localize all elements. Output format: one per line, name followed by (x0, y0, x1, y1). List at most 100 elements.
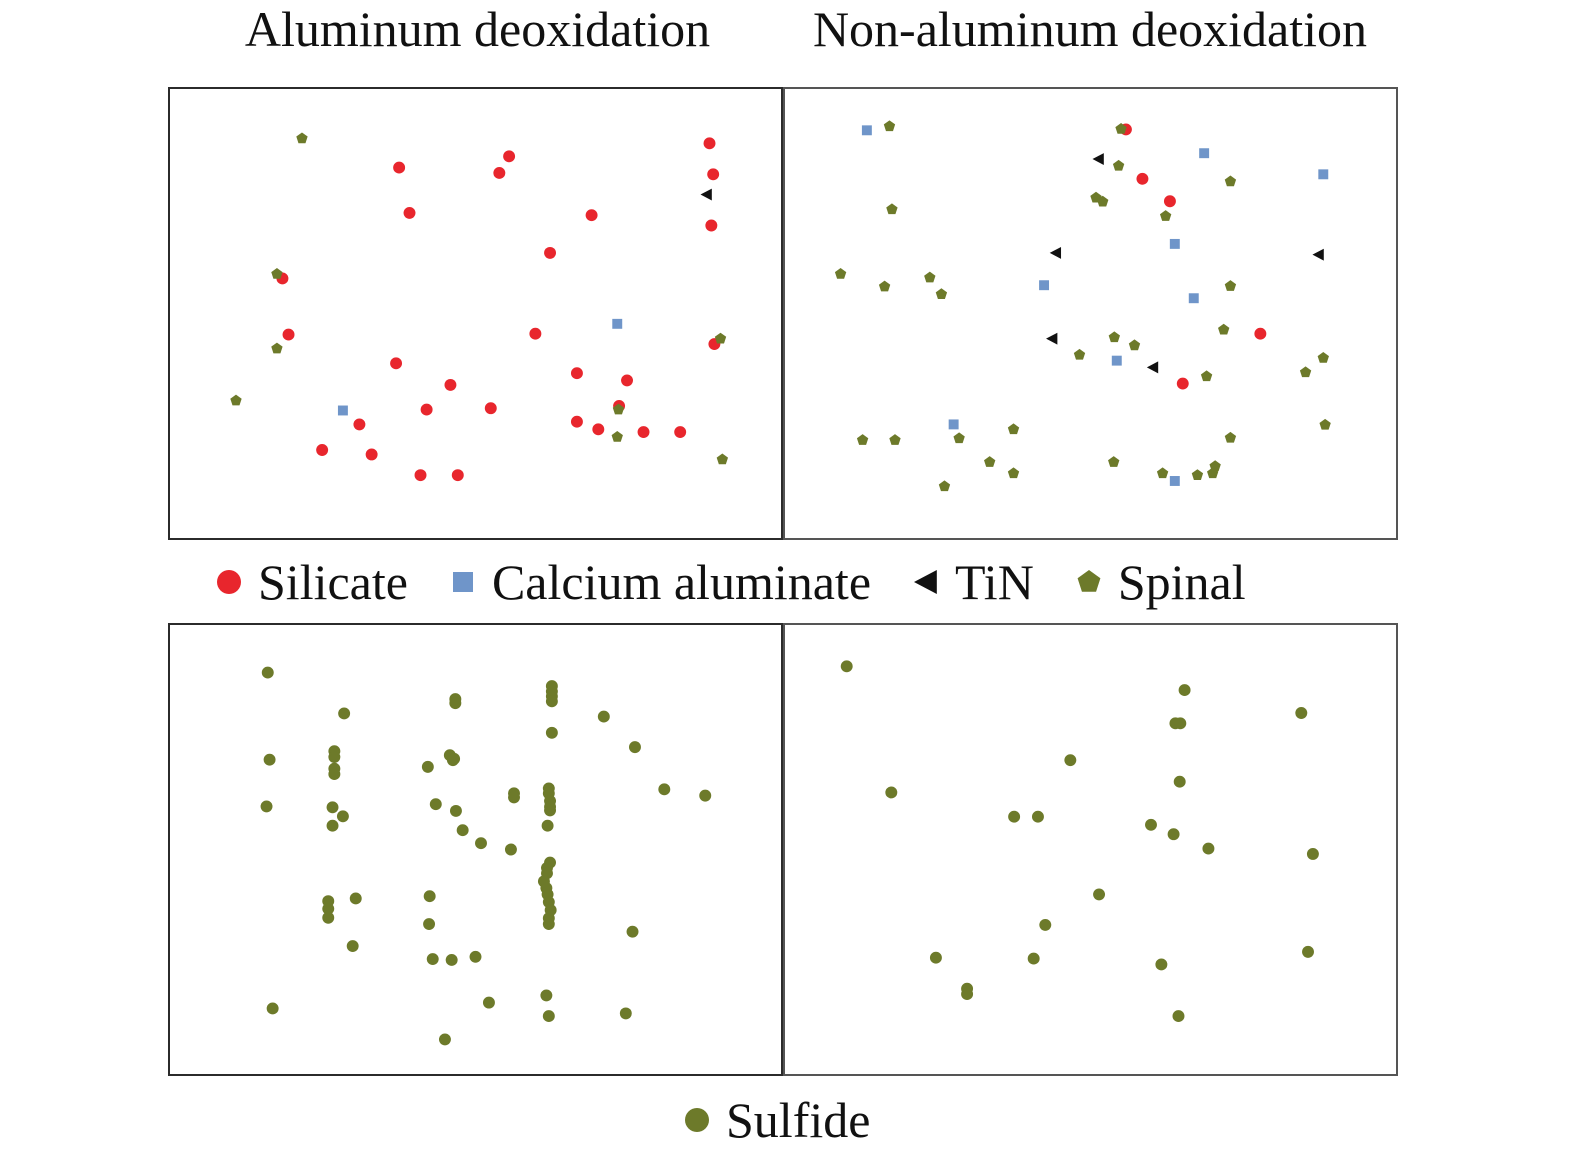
point-silicate (365, 448, 378, 461)
plot-area (230, 132, 729, 482)
point-sulfide (929, 951, 942, 964)
legend-oxides: Silicate Calcium aluminate TiN Spinal (212, 552, 1246, 612)
point-sulfide (423, 890, 436, 903)
point-sulfide (1178, 684, 1191, 697)
point-spinal (1317, 352, 1329, 363)
point-sulfide (346, 940, 359, 952)
point-sulfide (1172, 1010, 1185, 1023)
point-calcium_aluminate (1169, 476, 1180, 486)
point-spinal (1073, 348, 1086, 360)
legend-tin-marker-icon (909, 565, 943, 599)
point-silicate (637, 426, 650, 438)
point-sulfide (1027, 952, 1040, 965)
point-sulfide (456, 824, 469, 837)
point-sulfide (629, 741, 641, 754)
point-calcium_aluminate (1039, 280, 1050, 291)
point-spinal (714, 332, 727, 344)
point-sulfide (469, 950, 482, 963)
point-sulfide (540, 989, 553, 1002)
point-spinal (1224, 431, 1237, 443)
legend-label: TiN (955, 554, 1034, 610)
point-sulfide (885, 786, 898, 799)
point-tin (700, 188, 712, 201)
scatter-panel-aluminum-sulfides (168, 623, 783, 1076)
plot-area (834, 120, 1331, 492)
point-sulfide (326, 801, 339, 814)
point-silicate (592, 423, 605, 436)
point-calcium_aluminate (1169, 238, 1180, 249)
point-sulfide (1173, 775, 1186, 788)
point-sulfide (1306, 848, 1319, 860)
point-tin (1046, 332, 1058, 345)
point-sulfide (699, 789, 712, 802)
point-sulfide (336, 810, 349, 823)
point-silicate (420, 403, 433, 416)
point-calcium_aluminate (337, 405, 348, 416)
point-calcium_aluminate (861, 125, 872, 136)
point-sulfide (263, 753, 276, 766)
column-title-non-aluminum: Non-aluminum deoxidation (812, 1, 1368, 57)
point-sulfide (545, 695, 558, 708)
point-spinal (230, 394, 242, 406)
point-spinal (924, 271, 936, 283)
point-sulfide (449, 804, 462, 817)
point-sulfide (541, 819, 554, 832)
legend-item-calcium_aluminate: Calcium aluminate (446, 553, 871, 611)
point-sulfide (475, 837, 487, 850)
point-sulfide (429, 798, 442, 811)
point-tin (1092, 153, 1104, 165)
point-sulfide (542, 918, 555, 930)
point-sulfide (1093, 888, 1106, 901)
plot-area (260, 666, 712, 1046)
point-sulfide (438, 1033, 451, 1046)
point-spinal (883, 120, 896, 132)
legend-item-sulfide: Sulfide (680, 1091, 870, 1149)
point-calcium_aluminate (1188, 293, 1199, 304)
point-spinal (296, 132, 308, 144)
point-sulfide (542, 1010, 555, 1023)
point-silicate (585, 209, 598, 222)
point-sulfide (544, 804, 557, 817)
point-silicate (1176, 377, 1189, 390)
point-spinal (1218, 323, 1230, 335)
point-sulfide (1064, 754, 1077, 767)
point-sulfide (1039, 918, 1052, 931)
point-silicate (414, 469, 427, 482)
point-silicate (705, 219, 718, 232)
legend-sulfide: Sulfide (680, 1090, 870, 1150)
point-silicate (544, 246, 557, 259)
point-sulfide (1031, 810, 1044, 823)
point-silicate (621, 374, 633, 387)
point-silicate (570, 367, 583, 380)
point-sulfide (961, 988, 974, 1001)
point-sulfide (448, 752, 461, 765)
point-spinal (938, 480, 951, 492)
point-sulfide (1295, 707, 1308, 719)
point-spinal (984, 456, 996, 467)
point-sulfide (426, 953, 439, 966)
point-sulfide (619, 1007, 632, 1020)
point-sulfide (840, 660, 853, 673)
point-sulfide (421, 760, 434, 773)
point-sulfide (328, 768, 341, 781)
point-sulfide (322, 902, 335, 915)
point-spinal (953, 432, 965, 444)
point-spinal (1156, 467, 1169, 479)
point-sulfide (445, 954, 458, 966)
point-sulfide (504, 843, 517, 856)
point-silicate (353, 418, 366, 431)
point-silicate (503, 150, 516, 163)
point-spinal (878, 280, 891, 292)
point-silicate (484, 402, 497, 415)
point-spinal (1115, 123, 1127, 134)
point-sulfide (260, 800, 273, 813)
legend-label: Sulfide (726, 1092, 871, 1148)
legend-item-spinal: Spinal (1072, 553, 1246, 611)
legend-silicate-marker-icon (212, 565, 246, 599)
point-silicate (451, 469, 464, 482)
point-spinal (1191, 469, 1204, 480)
point-spinal (1108, 456, 1120, 467)
point-spinal (1112, 159, 1125, 171)
point-sulfide (322, 911, 335, 924)
point-sulfide (326, 819, 339, 832)
